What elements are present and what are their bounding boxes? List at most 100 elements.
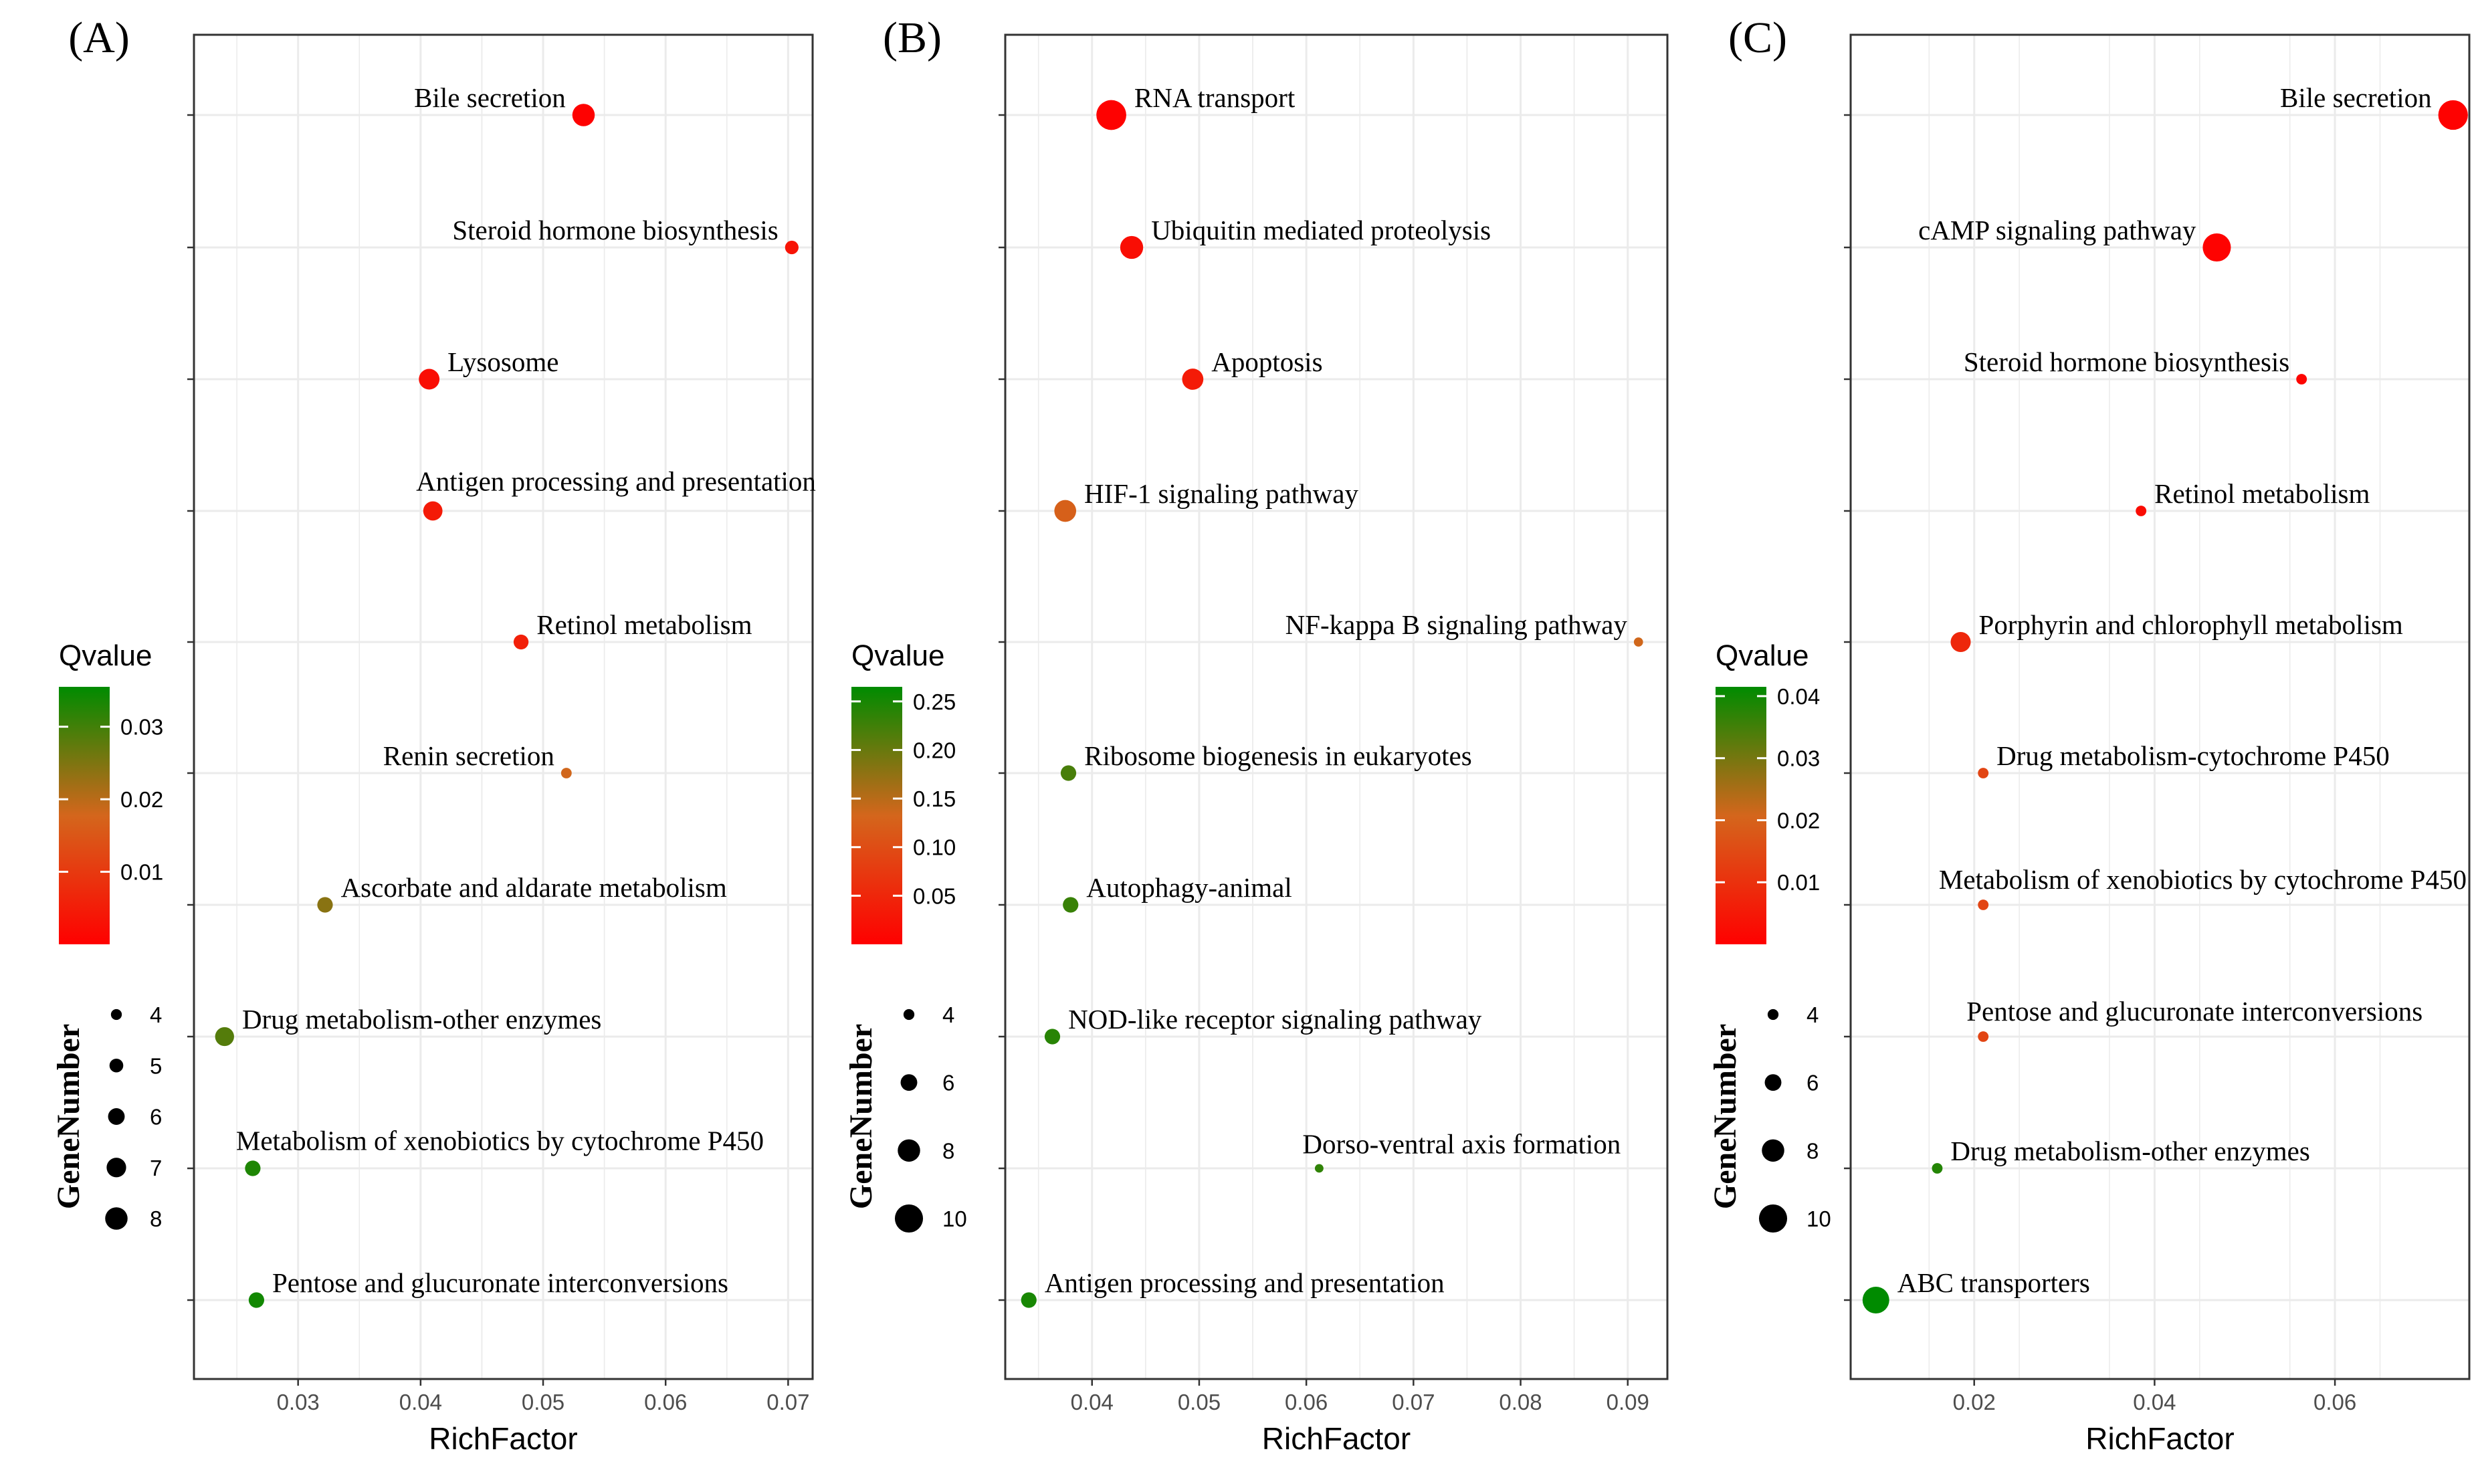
color-bar-label: 0.15 (913, 786, 956, 811)
point-label: Pentose and glucuronate interconversions (1966, 996, 2422, 1027)
color-bar-label: 0.04 (1777, 684, 1820, 709)
data-point[interactable] (248, 1292, 265, 1308)
data-point[interactable] (1978, 1031, 1989, 1042)
color-bar (851, 687, 902, 944)
x-tick-label: 0.05 (522, 1390, 564, 1414)
data-point[interactable] (785, 240, 799, 255)
data-point[interactable] (1044, 1029, 1061, 1045)
size-legend-dot (108, 1108, 125, 1125)
x-tick-label: 0.06 (644, 1390, 687, 1414)
data-point[interactable] (2136, 506, 2147, 516)
point-label: Metabolism of xenobiotics by cytochrome … (236, 1125, 764, 1156)
size-legend-title: GeneNumber (843, 1024, 879, 1209)
data-point[interactable] (317, 897, 333, 913)
x-tick-label: 0.03 (277, 1390, 320, 1414)
size-legend-label: 10 (1807, 1206, 1831, 1231)
data-point[interactable] (245, 1160, 261, 1176)
data-point[interactable] (560, 768, 572, 778)
color-bar (59, 687, 110, 944)
color-bar-label: 0.25 (913, 690, 956, 714)
point-label: Bile secretion (414, 82, 566, 113)
size-legend-dot (903, 1009, 915, 1021)
point-label: Retinol metabolism (2154, 478, 2370, 509)
size-legend-label: 8 (942, 1138, 954, 1163)
genenumber-legend: GeneNumber 4 6 8 10 (843, 1002, 967, 1233)
size-legend-dot (105, 1207, 128, 1230)
x-tick-label: 0.04 (1071, 1390, 1114, 1414)
data-point[interactable] (1021, 1292, 1037, 1308)
size-legend-dot (894, 1204, 924, 1233)
point-label: NF-kappa B signaling pathway (1285, 609, 1628, 640)
color-bar-label: 0.01 (120, 860, 163, 885)
data-point[interactable] (423, 501, 443, 521)
color-bar-label: 0.03 (120, 715, 163, 740)
panel-label: (C) (1728, 13, 1787, 62)
data-point[interactable] (419, 368, 440, 390)
color-bar (1716, 687, 1766, 944)
point-label: Apoptosis (1211, 346, 1322, 377)
size-legend-dot (1767, 1009, 1779, 1021)
data-point[interactable] (2202, 233, 2231, 262)
qvalue-legend: Qvalue 0.01 0.02 0.03 0.04 (1716, 639, 1820, 944)
point-label: Metabolism of xenobiotics by cytochrome … (1939, 864, 2467, 895)
grid (1851, 35, 2469, 1379)
qvalue-legend: Qvalue 0.05 0.10 0.15 0.20 0.25 (851, 639, 956, 944)
grid (1005, 35, 1667, 1379)
size-legend-label: 4 (942, 1002, 954, 1027)
x-tick-label: 0.02 (1953, 1390, 1996, 1414)
color-bar-label: 0.02 (1777, 808, 1820, 833)
qvalue-legend: Qvalue 0.01 0.02 0.03 (59, 639, 163, 944)
point-label: Porphyrin and chlorophyll metabolism (1979, 609, 2403, 640)
x-axis-label: RichFactor (429, 1421, 577, 1456)
color-bar-label: 0.10 (913, 835, 956, 860)
point-label: RNA transport (1134, 82, 1296, 113)
point-label: Drug metabolism-other enzymes (1950, 1136, 2309, 1166)
data-point[interactable] (1060, 765, 1077, 781)
x-tick-label: 0.06 (2313, 1390, 2356, 1414)
data-point[interactable] (2438, 100, 2468, 130)
size-legend-dot (900, 1074, 918, 1091)
plot-frame (193, 33, 814, 1380)
x-tick-label: 0.07 (1392, 1390, 1435, 1414)
data-point[interactable] (215, 1027, 234, 1047)
data-point[interactable] (1182, 368, 1204, 390)
x-axis-label: RichFactor (1262, 1421, 1411, 1456)
data-point[interactable] (513, 634, 529, 650)
legend-title: Qvalue (1716, 639, 1809, 672)
point-label: Pentose and glucuronate interconversions (272, 1267, 728, 1298)
genenumber-legend: GeneNumber 4 5 6 7 8 (51, 1002, 162, 1231)
data-point[interactable] (1978, 899, 1989, 910)
data-point[interactable] (1978, 768, 1989, 778)
point-label: Retinol metabolism (536, 609, 752, 640)
panel-label: (A) (68, 13, 130, 62)
size-legend-dot (1762, 1139, 1784, 1162)
point-label: Dorso-ventral axis formation (1302, 1129, 1621, 1160)
point-label: Autophagy-animal (1086, 872, 1292, 903)
legend-title: Qvalue (59, 639, 152, 672)
genenumber-legend: GeneNumber 4 6 8 10 (1708, 1002, 1831, 1233)
data-point[interactable] (1054, 500, 1077, 522)
size-legend-label: 10 (942, 1206, 967, 1231)
data-point[interactable] (1096, 100, 1126, 130)
color-bar-label: 0.02 (120, 787, 163, 812)
data-point[interactable] (1862, 1287, 1889, 1313)
point-label: Drug metabolism-other enzymes (242, 1004, 601, 1035)
x-tick-label: 0.08 (1499, 1390, 1542, 1414)
x-tick-label: 0.04 (2133, 1390, 2176, 1414)
size-legend-title: GeneNumber (1708, 1024, 1743, 1209)
data-point[interactable] (572, 104, 595, 126)
data-point[interactable] (2296, 374, 2307, 385)
point-label: NOD-like receptor signaling pathway (1068, 1004, 1482, 1035)
data-point[interactable] (1063, 897, 1079, 913)
x-tick-label: 0.06 (1285, 1390, 1328, 1414)
data-point[interactable] (1950, 631, 1971, 653)
x-tick-label: 0.05 (1178, 1390, 1221, 1414)
size-legend-dot (106, 1158, 126, 1178)
data-point[interactable] (1314, 1164, 1324, 1173)
data-point[interactable] (1633, 637, 1643, 647)
x-tick-label: 0.04 (399, 1390, 442, 1414)
data-point[interactable] (1932, 1163, 1943, 1174)
data-point[interactable] (1120, 235, 1144, 259)
color-bar-label: 0.01 (1777, 870, 1820, 895)
